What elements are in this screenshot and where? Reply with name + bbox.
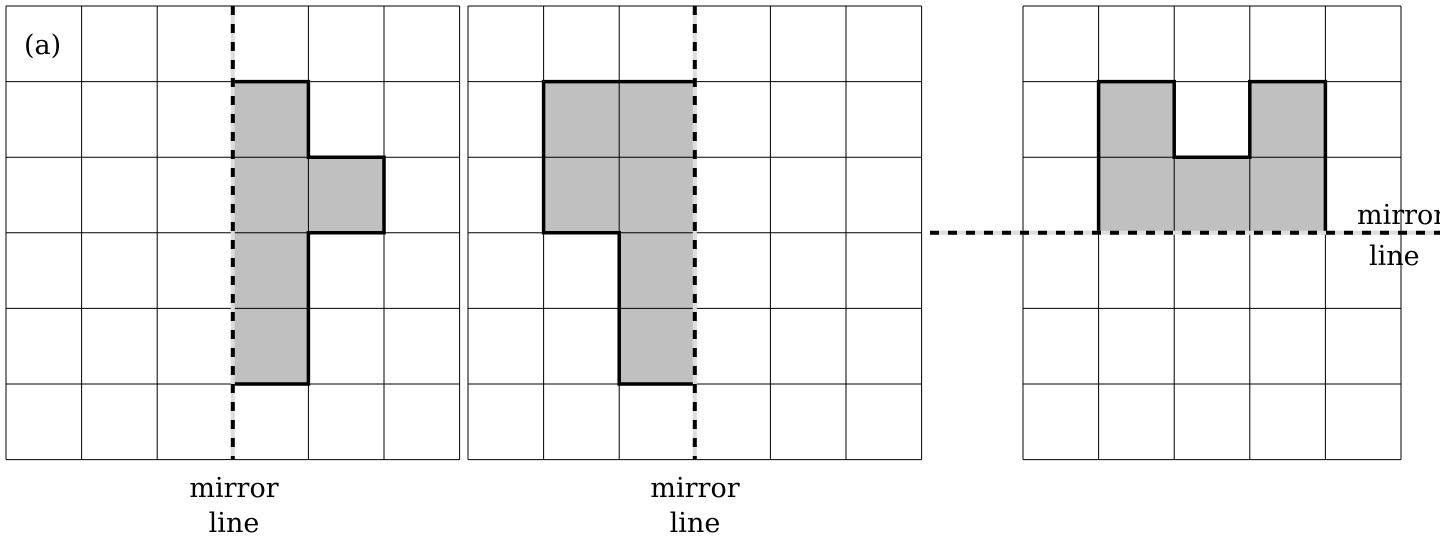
mirror-label-middle-line2: line [670, 508, 721, 538]
shaded-cell [1249, 157, 1326, 233]
mirror-label-right-line1: mirror [1357, 200, 1440, 231]
shaded-cell [1098, 157, 1175, 233]
shaded-cell [619, 308, 695, 384]
grid-left [5, 5, 461, 461]
shaded-cell [1174, 157, 1250, 233]
shaded-cell [232, 81, 309, 158]
shaded-cell [619, 157, 695, 233]
panel-label: (a) [24, 30, 61, 61]
shaded-cell [543, 157, 620, 233]
shaded-cell [543, 81, 620, 158]
mirror-label-right-line2: line [1369, 241, 1420, 272]
shaded-cell [619, 232, 695, 309]
mirror-label-middle-line1: mirror [650, 473, 739, 504]
shaded-cell [232, 308, 309, 384]
shaded-cell [1098, 81, 1175, 158]
shaded-cell [308, 157, 384, 233]
mirror-label-left-line1: mirror [189, 473, 278, 504]
shaded-cell [232, 232, 309, 309]
shaded-cell [619, 81, 695, 158]
grid-middle [467, 5, 923, 461]
grid-right [930, 5, 1440, 461]
shaded-cell [1249, 81, 1326, 158]
mirror-label-left-line2: line [209, 508, 260, 538]
shaded-cell [232, 157, 309, 233]
